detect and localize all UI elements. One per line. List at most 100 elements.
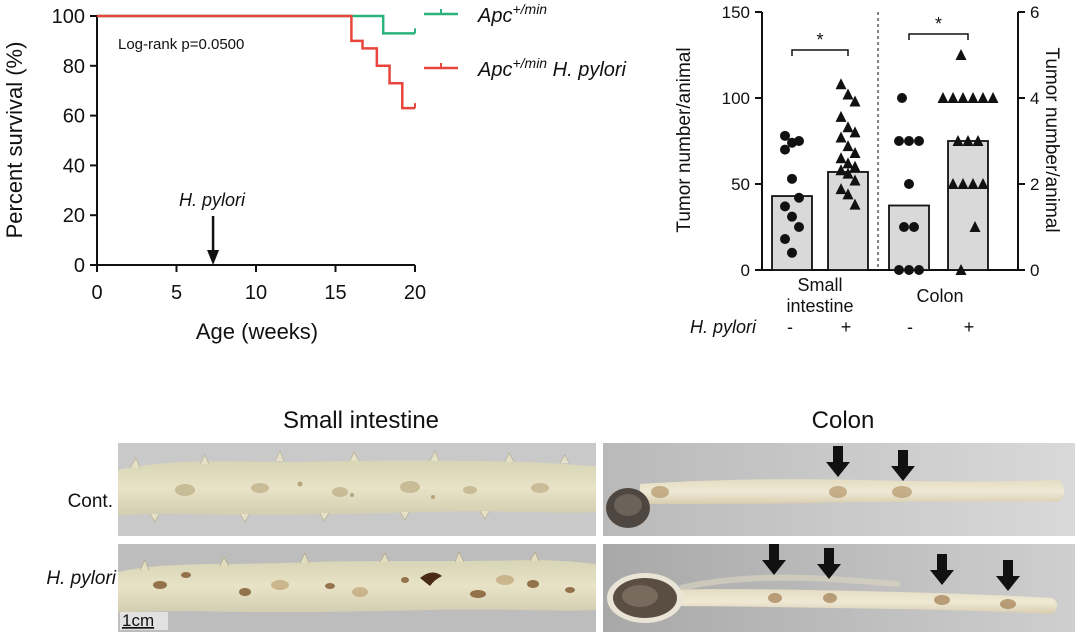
- data-point-circle: [897, 93, 907, 103]
- survival-x-tick-label: 10: [245, 282, 267, 304]
- data-point-triangle: [849, 126, 861, 138]
- data-point-circle: [787, 173, 797, 184]
- tumor-bars: [771, 140, 989, 271]
- data-point-triangle: [969, 221, 981, 232]
- data-point-triangle: [967, 92, 979, 103]
- tumor-left-tick-label: 0: [741, 261, 750, 280]
- legend-label-1: Apc+/min: [477, 1, 547, 27]
- col-title-small-intestine: Small intestine: [283, 407, 439, 434]
- survival-annotation: Log-rank p=0.0500: [118, 36, 244, 53]
- sig-bracket-2: [908, 33, 969, 40]
- data-point-circle: [794, 192, 804, 203]
- survival-x-tick-label: 15: [324, 282, 346, 304]
- data-point-triangle: [835, 78, 847, 90]
- col-title-colon: Colon: [812, 407, 875, 434]
- data-point-circle: [780, 201, 790, 212]
- survival-y-tick-label: 0: [74, 255, 85, 277]
- survival-y-tick-label: 100: [52, 6, 85, 28]
- survival-y-tick-label: 80: [63, 56, 85, 78]
- event-arrow-head: [207, 250, 220, 265]
- data-point-triangle: [957, 178, 969, 189]
- survival-line-2: [97, 14, 415, 110]
- data-point-triangle: [977, 92, 989, 103]
- data-point-triangle: [835, 152, 847, 164]
- event-label: H. pylori: [179, 190, 246, 210]
- data-point-triangle: [937, 92, 949, 103]
- photo-panel: Small intestine Colon Cont. H. pylori: [46, 407, 1075, 632]
- bar-4: [947, 140, 989, 271]
- data-point-triangle: [842, 167, 854, 179]
- data-point-circle: [780, 234, 790, 245]
- arrow-marker: [826, 446, 850, 477]
- arrow-marker: [817, 548, 841, 579]
- data-point-circle: [794, 222, 804, 232]
- survival-axes: 0 20 40 60 80 100 0 5 10 15 20: [52, 6, 427, 304]
- data-point-triangle: [977, 178, 989, 189]
- treatment-sign-1: -: [787, 317, 793, 337]
- row-label-control: Cont.: [68, 491, 113, 512]
- bar-2: [827, 171, 869, 271]
- survival-line-1: [97, 14, 415, 35]
- data-point-triangle: [835, 110, 847, 122]
- data-point-circle: [914, 136, 924, 146]
- tumor-left-tick-label: 150: [722, 3, 750, 22]
- data-point-circle: [780, 144, 790, 155]
- data-point-triangle: [842, 157, 854, 169]
- data-point-circle: [780, 130, 790, 141]
- sig-star-2: *: [935, 14, 942, 34]
- legend-label-2: Apc+/min H. pylori: [477, 55, 627, 81]
- data-point-triangle: [955, 264, 967, 275]
- significance-brackets: **: [791, 14, 969, 56]
- data-point-triangle: [835, 183, 847, 195]
- data-point-circle: [904, 179, 914, 189]
- bar-1: [771, 195, 813, 271]
- survival-lines: [97, 14, 416, 110]
- survival-y-tick-label: 40: [63, 155, 85, 177]
- tumor-left-tick-label: 100: [722, 89, 750, 108]
- data-point-circle: [787, 247, 797, 258]
- data-point-triangle: [849, 174, 861, 186]
- data-point-triangle: [972, 135, 984, 146]
- data-point-circle: [904, 136, 914, 146]
- data-point-circle: [894, 265, 904, 275]
- event-marker: H. pylori: [179, 190, 246, 265]
- data-point-circle: [794, 136, 804, 146]
- data-point-triangle: [962, 135, 974, 146]
- tumor-ylabel-right: Tumor number/animal: [1041, 47, 1062, 232]
- photo-small-intestine-control: [118, 443, 596, 536]
- treatment-sign-2: +: [841, 317, 852, 337]
- bar-3: [888, 204, 930, 271]
- photo-colon-hpylori: [603, 544, 1075, 632]
- arrow-marker: [891, 450, 915, 481]
- tumor-points: [780, 49, 999, 275]
- data-point-triangle: [842, 188, 854, 200]
- group-label-small-line2: intestine: [786, 296, 853, 316]
- data-point-triangle: [849, 95, 861, 107]
- treatment-sign-3: -: [907, 317, 913, 337]
- survival-xlabel: Age (weeks): [196, 319, 318, 344]
- group-label-small-line1: Small: [797, 275, 842, 295]
- data-point-triangle: [967, 178, 979, 189]
- sig-bracket-1: [791, 49, 849, 56]
- data-point-circle: [909, 222, 919, 232]
- arrow-marker: [996, 560, 1020, 591]
- data-point-triangle: [842, 121, 854, 133]
- data-point-circle: [894, 136, 904, 146]
- data-point-triangle: [849, 160, 861, 172]
- data-point-circle: [914, 265, 924, 275]
- arrow-marker: [930, 554, 954, 585]
- photo-small-intestine-hpylori: 1cm: [118, 544, 596, 632]
- data-point-circle: [899, 222, 909, 232]
- data-point-triangle: [842, 140, 854, 152]
- group-label-colon: Colon: [916, 286, 963, 306]
- data-point-triangle: [835, 131, 847, 143]
- treatment-label: H. pylori: [690, 317, 757, 337]
- data-point-triangle: [947, 92, 959, 103]
- survival-y-tick-label: 20: [63, 205, 85, 227]
- data-point-triangle: [957, 92, 969, 103]
- data-point-triangle: [835, 164, 847, 176]
- tumor-right-tick-label: 4: [1030, 89, 1039, 108]
- data-point-triangle: [849, 198, 861, 210]
